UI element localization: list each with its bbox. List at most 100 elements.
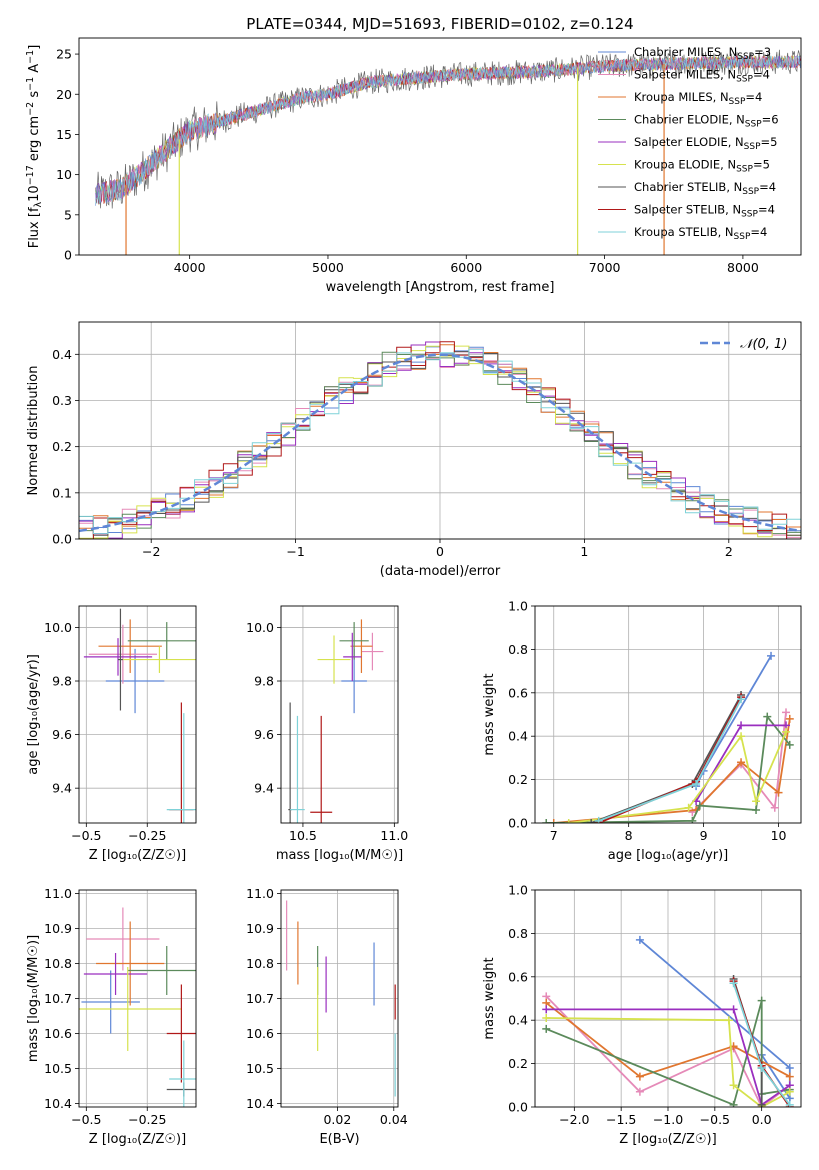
legend-entry-red: Salpeter STELIB, NSSP=4 — [634, 203, 775, 220]
mass_weight_vs_Z-ytick-label: 1.0 — [508, 883, 528, 898]
histogram-red — [79, 341, 801, 539]
mass_vs_Z-plot-area — [79, 907, 196, 1107]
weight-marker-purple — [542, 1005, 551, 1014]
age_vs_mass-xtick-label: 10.5 — [289, 828, 317, 843]
mass_vs_ebv-ytick-label: 10.6 — [246, 1026, 274, 1041]
ylabel-part: Flux [f — [27, 207, 42, 248]
weight-marker-orange — [774, 788, 783, 797]
age_vs_mass-axes — [281, 606, 398, 823]
residuals-ytick-label: 0.3 — [52, 393, 72, 408]
weight-marker-blue — [767, 651, 776, 660]
mass_weight_vs_age-ytick-label: 0.4 — [508, 729, 528, 744]
mass_vs_ebv-ytick-label: 10.4 — [246, 1096, 274, 1111]
spectrum-frame-group: 4000 5000 6000 7000 8000 0 5 10 15 20 25 wavelength… — [56, 37, 802, 295]
spectrum-series-cyan — [95, 55, 801, 204]
weight-marker-yellow — [752, 797, 761, 806]
spectrum-ytick-label: 20 — [56, 87, 72, 102]
weight-line-purple — [546, 1008, 791, 1107]
age_vs_Z-plot-area — [83, 608, 196, 823]
weight-marker-yellow — [737, 732, 746, 741]
residuals-xtick-label: 2 — [725, 544, 733, 559]
age_vs_Z-ylabel: age [log₁₀(age/yr)] — [26, 654, 41, 775]
weight-marker-green — [695, 801, 704, 810]
residuals-frame-group: −2 −1 0 1 2 0.0 0.1 0.2 0.3 0.4 (data-model)/error… — [26, 321, 802, 579]
ylabel-part: s — [27, 91, 42, 102]
spectrum-xtick-label: 8000 — [727, 260, 759, 275]
legend-subscript: SSP — [737, 52, 754, 62]
spectrum-ytick-label: 0 — [64, 248, 72, 263]
legend-subscript: SSP — [736, 165, 753, 175]
weight-marker-cyan — [729, 979, 738, 988]
weight-marker-purple — [737, 721, 746, 730]
figure-title: PLATE=0344, MJD=51693, FIBERID=0102, z=0… — [246, 15, 633, 33]
age_vs_mass-xlabel: mass [log₁₀(M/M☉)] — [276, 848, 403, 863]
residuals-xtick-label: 0 — [436, 544, 444, 559]
spectrum-frame — [78, 37, 802, 256]
age_vs_mass-xtick-label: 11.0 — [380, 828, 408, 843]
mass_weight_vs_Z-xtick-label: −0.5 — [700, 1112, 730, 1127]
spectrum-ytick-label: 10 — [56, 167, 72, 182]
legend-nssp: =5 — [761, 135, 778, 149]
mass_weight_vs_age-xtick-label: 8 — [625, 828, 633, 843]
weight-marker-yellow — [564, 819, 573, 823]
histogram-cyan — [79, 348, 801, 535]
mass_weight_vs_Z-ylabel: mass weight — [482, 957, 497, 1039]
weight-marker-pink — [770, 803, 779, 812]
legend-nssp: =4 — [745, 90, 762, 104]
legend-nssp: =4 — [759, 180, 776, 194]
mass_weight_vs_age-frame-group: 7 8 9 10 0.0 0.2 0.4 0.6 0.8 1.0 age [log₁₀(age/yr… — [482, 599, 802, 863]
weight-marker-cyan — [737, 695, 746, 704]
mass_vs_Z-ytick-label: 10.9 — [44, 921, 72, 936]
mass_vs_ebv-xlabel: E(B-V) — [319, 1132, 359, 1147]
mass_weight_vs_Z-xtick-label: −1.0 — [653, 1112, 683, 1127]
residuals-ytick-label: 0.0 — [52, 532, 72, 547]
age_vs_Z-xtick-label: −0.25 — [128, 828, 166, 843]
weight-marker-yellow — [684, 803, 693, 812]
mass_vs_Z-ytick-label: 10.6 — [44, 1026, 72, 1041]
legend-nssp: =4 — [758, 203, 775, 217]
spectrum-ytick-label: 5 — [64, 207, 72, 222]
age_vs_Z-frame-group: −0.5 −0.25 9.4 9.6 9.8 10.0 Z [log₁₀(Z/Z☉)] age… — [26, 605, 197, 863]
spectrum-xlabel: wavelength [Angstrom, rest frame] — [326, 280, 555, 295]
weight-marker-cyan — [594, 816, 603, 823]
age_vs_Z-xlabel: Z [log₁₀(Z/Z☉)] — [89, 848, 186, 863]
mass_vs_Z-xlabel: Z [log₁₀(Z/Z☉)] — [89, 1132, 186, 1147]
residuals-xlabel: (data-model)/error — [380, 564, 501, 579]
spectrum-ytick-label: 15 — [56, 127, 72, 142]
legend-subscript: SSP — [744, 142, 761, 152]
mass_weight_vs_Z-xtick-label: 0.0 — [752, 1112, 772, 1127]
weight-marker-yellow — [724, 1016, 733, 1025]
legend-nssp: =4 — [753, 68, 770, 82]
mass_weight_vs_Z-ytick-label: 0.0 — [508, 1100, 528, 1115]
mass_vs_Z-ytick-label: 10.4 — [44, 1096, 72, 1111]
mass_weight_vs_age-xtick-label: 9 — [700, 828, 708, 843]
mass_weight_vs_age-ytick-label: 0.8 — [508, 642, 528, 657]
age_vs_Z-ytick-label: 10.0 — [44, 620, 72, 635]
mass_vs_Z-ylabel: mass [log₁₀(M/M☉)] — [26, 935, 41, 1062]
weight-marker-green — [542, 1024, 551, 1033]
weight-marker-orange — [785, 714, 794, 723]
residuals-xtick-label: −2 — [142, 544, 160, 559]
legend-entry-yellow: Kroupa ELODIE, NSSP=5 — [634, 158, 770, 175]
weight-marker-orange — [737, 758, 746, 767]
mass_vs_Z-ytick-label: 11.0 — [44, 886, 72, 901]
mass_vs_Z-xtick-label: −0.5 — [71, 1112, 101, 1127]
mass_weight_vs_Z-plot-area — [542, 935, 794, 1107]
residuals-xtick-label: −1 — [286, 544, 304, 559]
mass_vs_Z-frame-group: −0.5 −0.25 10.4 10.5 10.6 10.7 10.8 10.9 11.0 Z [… — [26, 886, 197, 1147]
legend-entry-blue: Chabrier MILES, NSSP=3 — [634, 45, 771, 62]
weight-marker-orange — [785, 1072, 794, 1081]
weight-marker-green — [752, 805, 761, 814]
gaussian-curve — [79, 353, 801, 533]
mass_vs_ebv-plot-area — [286, 900, 396, 1097]
mass_vs_ebv-xtick-label: 0.04 — [380, 1112, 408, 1127]
legend-entry-purple: Salpeter ELODIE, NSSP=5 — [634, 135, 777, 152]
residuals-ytick-label: 0.2 — [52, 439, 72, 454]
mass_vs_Z-ytick-label: 10.8 — [44, 956, 72, 971]
weight-marker-orange — [635, 1072, 644, 1081]
legend-nssp: =6 — [762, 113, 779, 127]
mass_vs_ebv-xtick-label: 0.02 — [323, 1112, 351, 1127]
legend-subscript: SSP — [734, 232, 751, 242]
mass_weight_vs_age-xlabel: age [log₁₀(age/yr)] — [608, 848, 729, 863]
